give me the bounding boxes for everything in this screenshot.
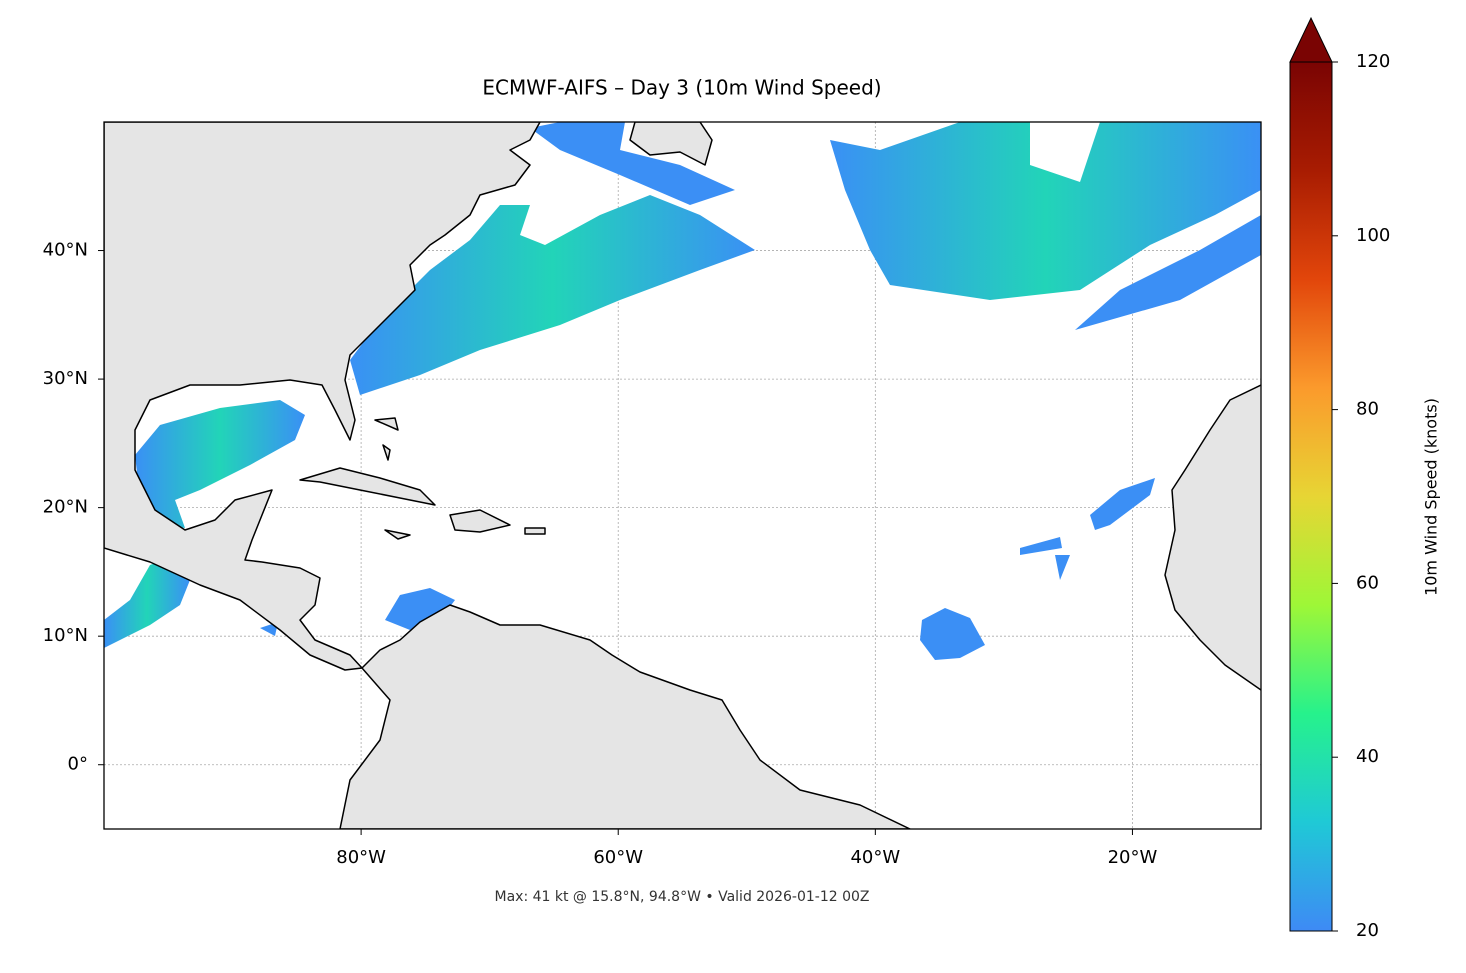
wind-field xyxy=(830,122,1261,300)
wind-field xyxy=(260,588,455,636)
wind-field xyxy=(350,195,755,395)
colorbar-tick-label: 20 xyxy=(1356,920,1379,941)
island xyxy=(374,417,546,540)
ticks: 80°W 60°W 40°W 20°W 0° 10°N 20°N 30°N 40°N xyxy=(43,240,1158,868)
colorbar-tick-label: 60 xyxy=(1356,572,1379,593)
y-tick-label: 30°N xyxy=(43,368,88,389)
x-tick-label: 40°W xyxy=(850,847,900,868)
island xyxy=(449,509,511,533)
colorbar-label: 10m Wind Speed (knots) xyxy=(1422,398,1441,596)
colorbar-scale xyxy=(1289,61,1333,932)
wind-field xyxy=(920,608,985,660)
caption: Max: 41 kt @ 15.8°N, 94.8°W • Valid 2026… xyxy=(495,889,870,905)
land xyxy=(104,122,541,671)
land xyxy=(629,122,713,166)
colorbar-extend xyxy=(1289,16,1333,63)
colorbar-tick-label: 120 xyxy=(1356,51,1390,72)
wind-field xyxy=(104,558,190,648)
land xyxy=(1164,384,1261,691)
colorbar-tick-label: 80 xyxy=(1356,399,1379,420)
y-tick-label: 20°N xyxy=(43,497,88,518)
island xyxy=(299,467,436,506)
colorbar-tick-label: 100 xyxy=(1356,225,1390,246)
x-tick-label: 60°W xyxy=(593,847,643,868)
x-tick-label: 20°W xyxy=(1108,847,1158,868)
wind-field xyxy=(530,122,735,205)
y-tick-label: 10°N xyxy=(43,625,88,646)
land xyxy=(339,604,911,829)
wind-field xyxy=(1075,215,1261,330)
chart-title: ECMWF-AIFS – Day 3 (10m Wind Speed) xyxy=(482,76,881,100)
map-layers xyxy=(104,122,1261,829)
axes-frame xyxy=(103,121,1262,830)
wind-field xyxy=(135,400,305,528)
colorbar: 20 40 60 80 100 120 xyxy=(1289,16,1390,941)
y-tick-label: 0° xyxy=(68,754,88,775)
x-tick-label: 80°W xyxy=(336,847,386,868)
wind-field xyxy=(1020,478,1155,580)
colorbar-tick-label: 40 xyxy=(1356,746,1379,767)
y-tick-label: 40°N xyxy=(43,240,88,261)
